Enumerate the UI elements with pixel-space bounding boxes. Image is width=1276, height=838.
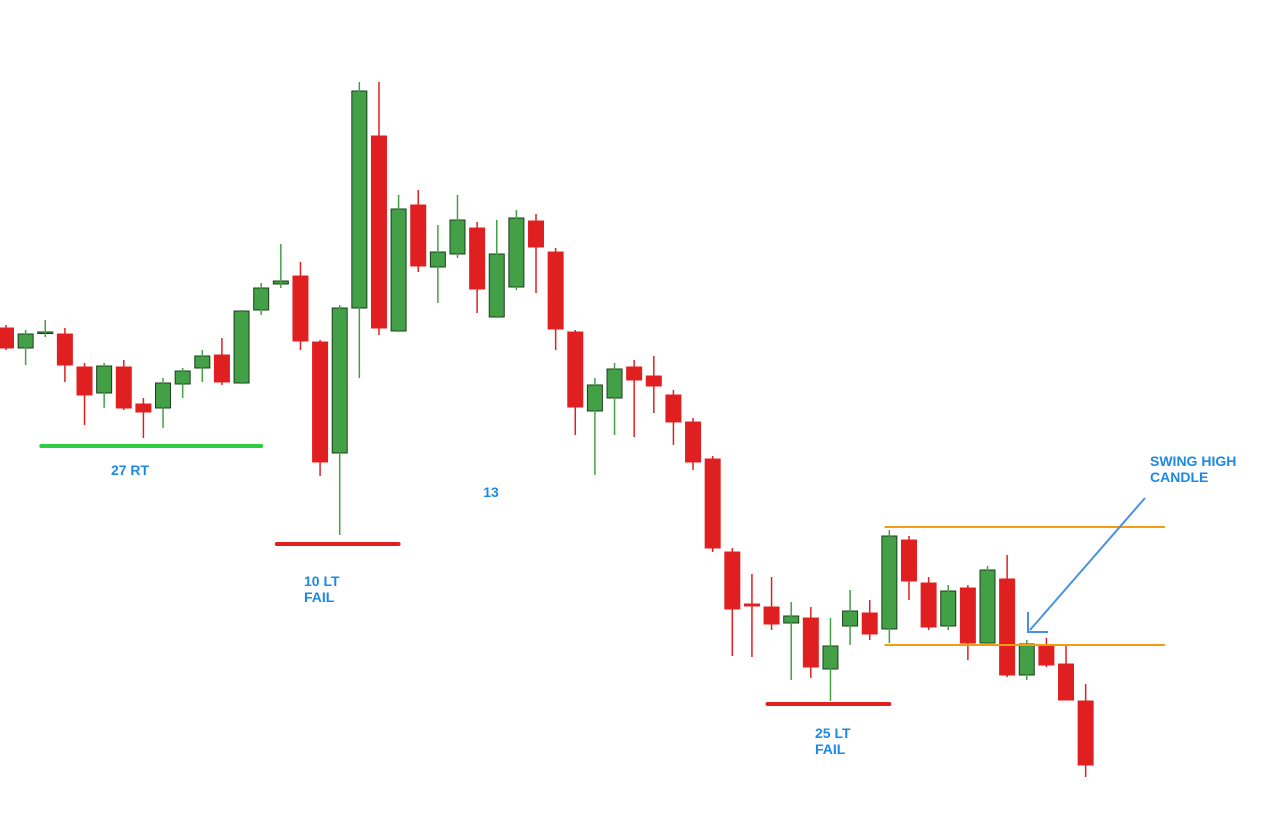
- annotation-arrow: [1027, 497, 1146, 633]
- arrow-head: [1027, 612, 1048, 633]
- annotation: SWING HIGH: [1150, 453, 1236, 469]
- arrow-shaft: [1029, 497, 1146, 631]
- annotation: FAIL: [304, 589, 335, 605]
- annotation: 27 RT: [111, 462, 150, 478]
- annotation: 13: [483, 484, 499, 500]
- annotation: 10 LT: [304, 573, 340, 589]
- annotation: FAIL: [815, 741, 846, 757]
- annotation: 25 LT: [815, 725, 851, 741]
- annotation: CANDLE: [1150, 469, 1208, 485]
